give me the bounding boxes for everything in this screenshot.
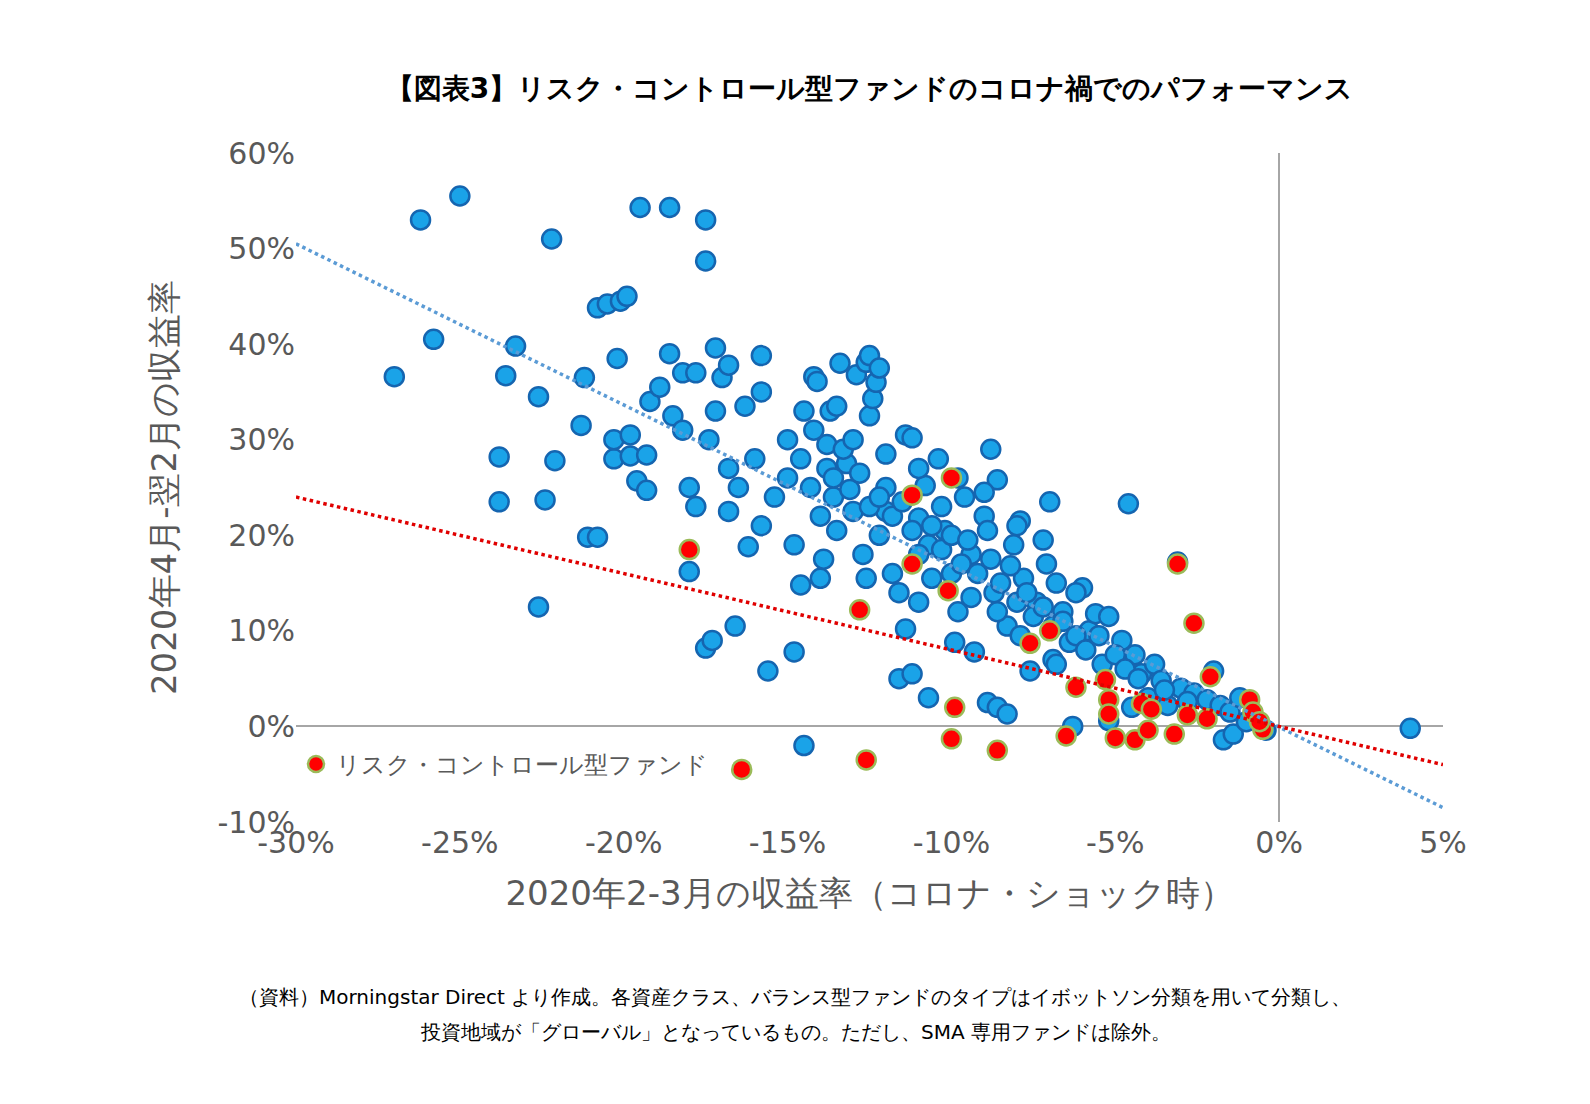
svg-text:-20%: -20% (585, 825, 663, 860)
svg-text:60%: 60% (228, 136, 295, 171)
svg-text:-10%: -10% (913, 825, 991, 860)
svg-text:50%: 50% (228, 231, 295, 266)
svg-text:-30%: -30% (257, 825, 335, 860)
svg-text:【図表3】リスク・コントロール型ファンドのコロナ禍でのパフォ: 【図表3】リスク・コントロール型ファンドのコロナ禍でのパフォーマンス (386, 72, 1353, 105)
svg-text:5%: 5% (1419, 825, 1467, 860)
svg-text:投資地域が「グローバル」となっているもの。ただし、SMA 専: 投資地域が「グローバル」となっているもの。ただし、SMA 専用ファンドは除外。 (420, 1020, 1171, 1044)
svg-text:2020年4月-翌2月の収益率: 2020年4月-翌2月の収益率 (144, 280, 184, 695)
svg-text:2020年2-3月の収益率（コロナ・ショック時）: 2020年2-3月の収益率（コロナ・ショック時） (505, 873, 1233, 913)
svg-text:リスク・コントロール型ファンド: リスク・コントロール型ファンド (336, 751, 708, 779)
svg-text:-15%: -15% (749, 825, 827, 860)
svg-text:30%: 30% (228, 422, 295, 457)
svg-text:-25%: -25% (421, 825, 499, 860)
svg-text:20%: 20% (228, 518, 295, 553)
svg-text:10%: 10% (228, 613, 295, 648)
svg-text:-10%: -10% (217, 805, 295, 840)
svg-text:-5%: -5% (1086, 825, 1144, 860)
svg-text:0%: 0% (1255, 825, 1303, 860)
svg-text:40%: 40% (228, 327, 295, 362)
svg-text:（資料）Morningstar Direct より作成。各資: （資料）Morningstar Direct より作成。各資産クラス、バランス型… (239, 985, 1351, 1009)
svg-text:0%: 0% (247, 709, 295, 744)
